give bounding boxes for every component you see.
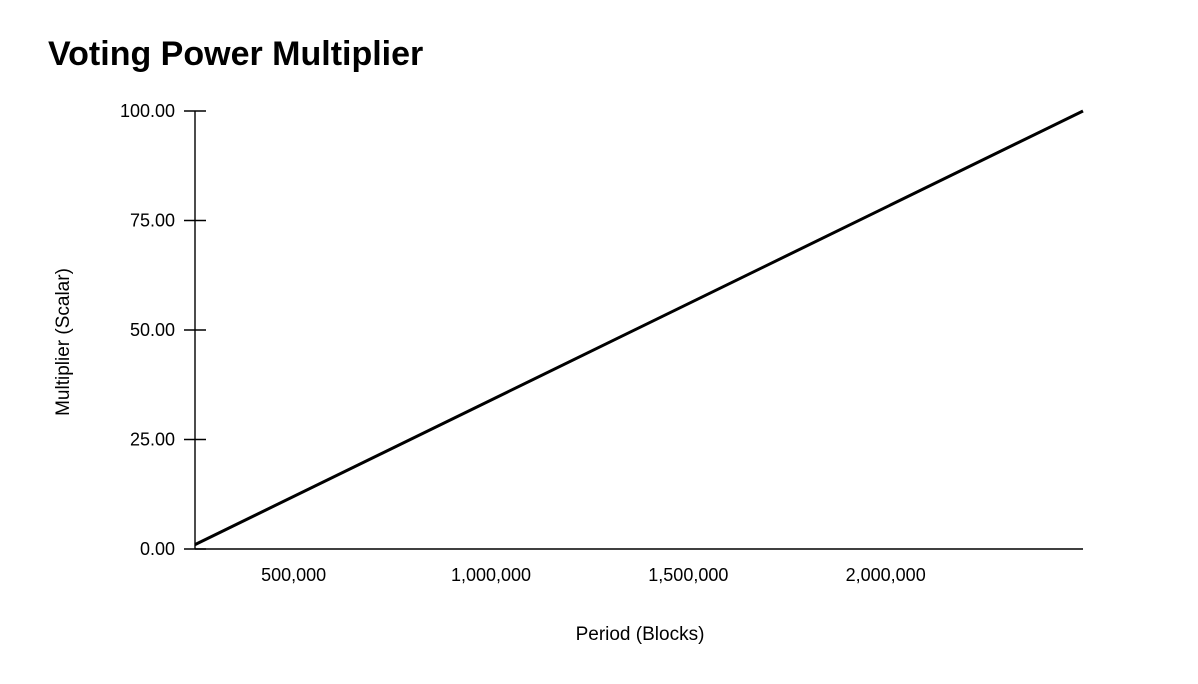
series-line xyxy=(194,109,1084,546)
x-tick-label: 1,500,000 xyxy=(648,565,728,585)
x-tick-label: 2,000,000 xyxy=(846,565,926,585)
x-tick-label: 500,000 xyxy=(261,565,326,585)
y-tick-label: 100.00 xyxy=(120,101,175,121)
series-layer xyxy=(194,109,1084,546)
x-axis: 500,000 1,000,000 1,500,000 2,000,000 xyxy=(195,548,1083,585)
y-tick-label: 75.00 xyxy=(130,211,175,231)
y-tick-label: 50.00 xyxy=(130,320,175,340)
y-tick-label: 0.00 xyxy=(140,539,175,559)
x-axis-label: Period (Blocks) xyxy=(576,624,705,645)
y-axis: 0.00 25.00 50.00 75.00 100.00 xyxy=(120,101,206,559)
chart-title: Voting Power Multiplier xyxy=(48,35,424,73)
x-tick-label: 1,000,000 xyxy=(451,565,531,585)
y-tick-label: 25.00 xyxy=(130,430,175,450)
y-axis-label: Multiplier (Scalar) xyxy=(53,268,74,416)
